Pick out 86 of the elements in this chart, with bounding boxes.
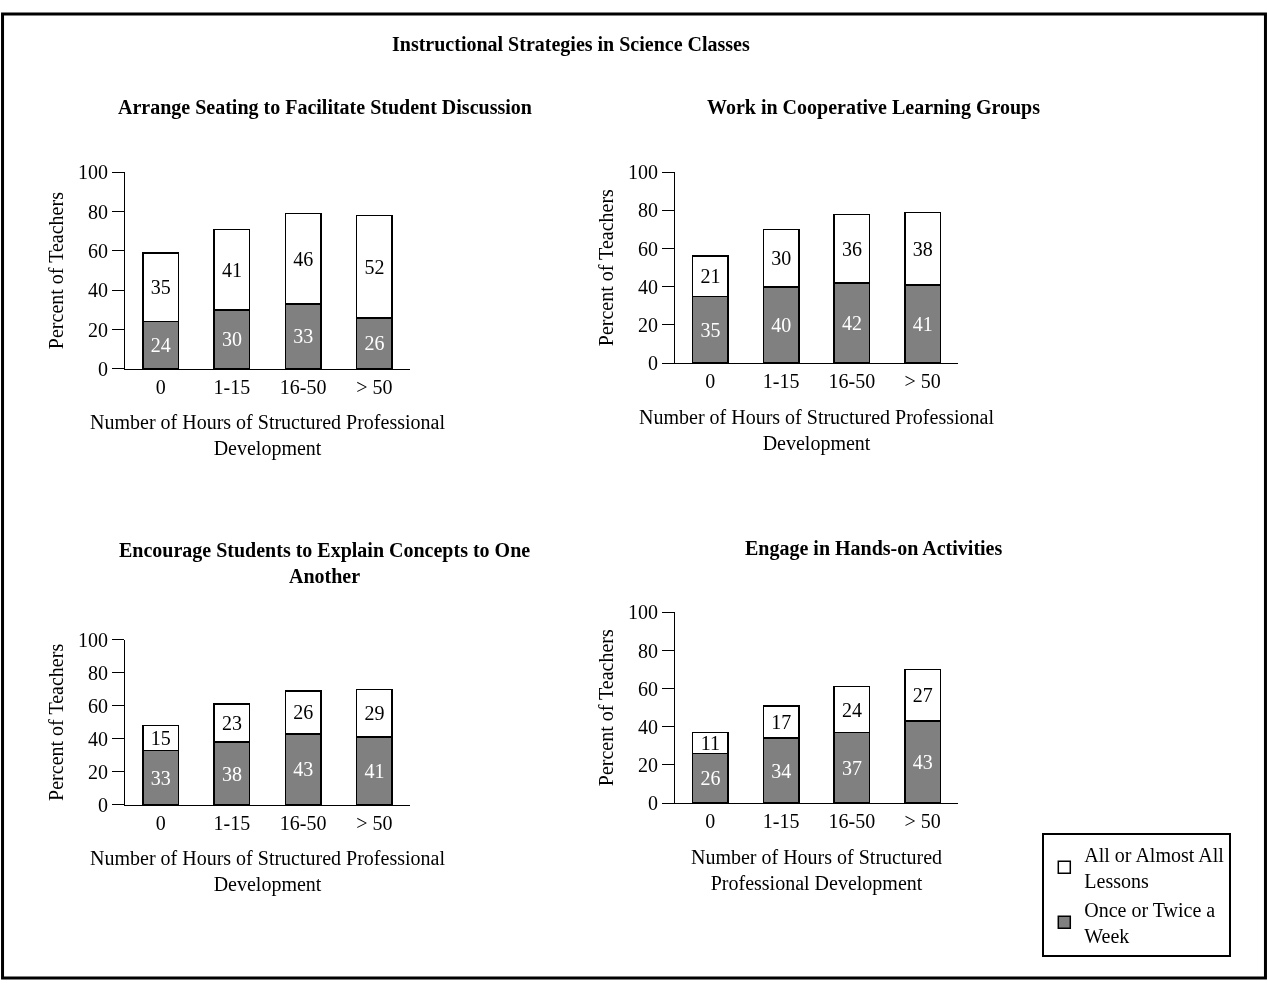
y-tick-label: 60	[88, 239, 108, 262]
y-tick-label: 40	[638, 275, 658, 298]
y-tick-label: 80	[638, 639, 658, 662]
x-axis-title: Number of Hours of Structured Professional Development	[90, 411, 446, 461]
data-label: 26	[700, 767, 721, 790]
y-axis-title: Percent of Teachers	[595, 628, 618, 787]
y-tick-label: 0	[98, 793, 108, 816]
x-tick-label: > 50	[356, 811, 393, 834]
x-tick-label: > 50	[904, 370, 941, 393]
data-label: 30	[771, 247, 792, 270]
y-tick-label: 20	[88, 318, 108, 341]
data-label: 34	[771, 759, 792, 782]
x-tick-label: > 50	[904, 810, 941, 833]
y-tick-label: 0	[648, 352, 658, 375]
text: Instructional Strategies in Science Classes	[392, 33, 750, 56]
y-tick-label: 100	[628, 161, 658, 184]
data-label: 36	[841, 237, 862, 260]
data-label: 38	[221, 762, 242, 785]
x-tick-label: 0	[705, 810, 716, 833]
data-label: 24	[841, 698, 862, 721]
x-tick-label: 16-50	[279, 811, 327, 834]
data-label: 17	[771, 711, 792, 733]
x-tick-label: > 50	[356, 375, 393, 398]
x-tick-label: 1-15	[213, 375, 251, 398]
x-tick-label: 0	[705, 370, 716, 393]
y-tick-label: 20	[88, 760, 108, 783]
y-tick-label: 20	[638, 753, 658, 776]
data-label: 41	[221, 258, 242, 281]
data-label: 43	[912, 751, 933, 774]
chart-title: Engage in Hands-on Activities	[745, 537, 1003, 560]
y-tick-label: 40	[638, 715, 658, 738]
y-axis-title: Percent of Teachers	[45, 643, 68, 801]
y-tick-label: 60	[88, 694, 108, 717]
data-label: 15	[150, 727, 171, 750]
x-tick-label: 16-50	[828, 810, 876, 833]
y-axis-title: Percent of Teachers	[45, 191, 68, 350]
y-tick-label: 100	[628, 601, 658, 624]
legend-label: All or Almost All Lessons	[1084, 844, 1225, 893]
x-tick-label: 0	[155, 375, 166, 398]
y-tick-label: 60	[638, 237, 658, 260]
data-label: 35	[700, 318, 721, 341]
y-tick-label: 20	[638, 313, 658, 336]
y-axis-title: Percent of Teachers	[595, 188, 618, 347]
data-label: 29	[364, 702, 385, 725]
data-label: 24	[150, 334, 171, 357]
data-label: 43	[293, 758, 314, 781]
y-tick-label: 40	[88, 279, 108, 302]
data-label: 26	[364, 332, 385, 355]
y-tick-label: 60	[638, 677, 658, 700]
x-tick-label: 1-15	[762, 810, 800, 833]
y-tick-label: 80	[88, 200, 108, 223]
data-label: 33	[293, 325, 314, 348]
data-label: 23	[221, 712, 242, 735]
y-tick-label: 0	[648, 792, 658, 815]
x-tick-label: 16-50	[279, 375, 327, 398]
data-label: 33	[150, 766, 171, 789]
y-tick-label: 80	[88, 661, 108, 684]
legend-label: Once or Twice a Week	[1084, 899, 1216, 948]
data-label: 27	[912, 684, 933, 707]
data-label: 46	[293, 247, 314, 270]
chart-title: Work in Cooperative Learning Groups	[707, 96, 1041, 119]
data-label: 42	[841, 311, 862, 334]
y-tick-label: 100	[78, 161, 108, 184]
data-label: 38	[912, 237, 933, 260]
y-tick-label: 100	[78, 628, 108, 651]
data-label: 11	[700, 731, 721, 754]
x-tick-label: 1-15	[762, 370, 800, 393]
chart-title: Encourage Students to Explain Concepts to One Another	[119, 539, 531, 587]
x-axis-title: Number of Hours of Structured Professional Development	[639, 405, 995, 455]
data-label: 52	[364, 255, 385, 278]
data-label: 41	[912, 312, 933, 335]
chart-title: Arrange Seating to Facilitate Student Discussion	[118, 96, 532, 119]
x-axis-title: Number of Hours of Structured Professional Development	[90, 847, 446, 897]
data-label: 30	[221, 328, 242, 351]
x-tick-label: 0	[155, 811, 166, 834]
y-tick-label: 40	[88, 727, 108, 750]
data-label: 40	[771, 313, 792, 336]
x-tick-label: 1-15	[213, 811, 251, 834]
x-axis-title: Number of Hours of Structured Professional Development	[690, 845, 943, 895]
data-label: 21	[700, 265, 721, 288]
data-label: 26	[293, 701, 314, 724]
x-tick-label: 16-50	[828, 370, 876, 393]
data-label: 37	[841, 756, 862, 779]
data-label: 41	[364, 760, 385, 783]
y-tick-label: 80	[638, 199, 658, 222]
data-label: 35	[150, 276, 171, 299]
